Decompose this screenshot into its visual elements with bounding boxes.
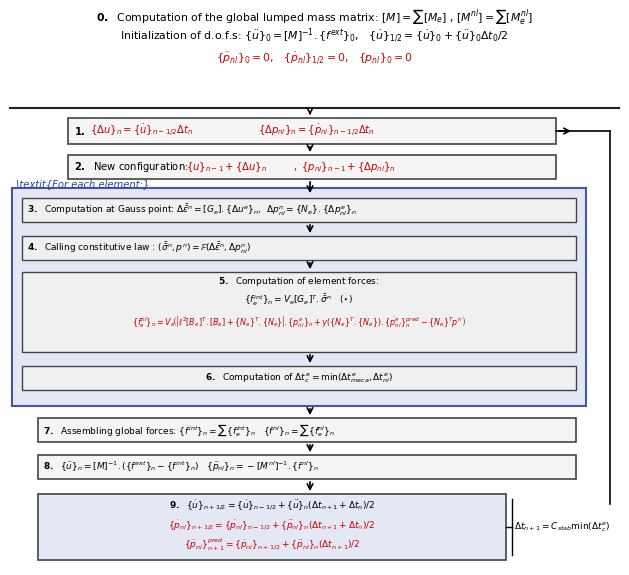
Text: $\mathbf{4.}$  Calling constitutive law : $(\bar{\bar{\sigma}}^n,p^n)=\mathbb{F}: $\mathbf{4.}$ Calling constitutive law :… [27,240,251,256]
Text: $\mathbf{5.}$  Computation of element forces:: $\mathbf{5.}$ Computation of element for… [218,274,379,288]
Text: \textit{For each element:}: \textit{For each element:} [16,179,149,189]
Bar [68,155,556,179]
Bar [38,455,576,479]
Text: $,\ \{p_{nl}\}_{n-1}+\{\Delta p_{nl}\}_n$: $,\ \{p_{nl}\}_{n-1}+\{\Delta p_{nl}\}_n… [293,160,396,174]
Text: $\{f^{nl}_e\}_n=V_e\!\left(\!\left[\ell^2[B_e]^T.[B_e]+\{N_e\}^T.\{N_e\}\right]\: $\{f^{nl}_e\}_n=V_e\!\left(\!\left[\ell^… [132,315,466,329]
Text: $\{\dot{p}_{nl}\}_{n+1/2}=\{\dot{p}_{nl}\}_{n-1/2}+\{\ddot{p}_{nl}\}_n(\Delta t_: $\{\dot{p}_{nl}\}_{n+1/2}=\{\dot{p}_{nl}… [169,518,376,532]
Text: $\mathbf{7.}$  Assembling global forces: $\{f^{int}\}_n=\sum\{f^{int}_e\}_n$   $: $\mathbf{7.}$ Assembling global forces: … [43,422,335,438]
Bar [22,366,576,390]
Bar [22,198,576,222]
Text: $\mathbf{6.}$  Computation of $\Delta t^e_c=\min(\Delta t^e_{meca},\Delta t^e_{n: $\mathbf{6.}$ Computation of $\Delta t^e… [205,371,393,385]
Text: $\{\Delta u\}_n=\{\dot{u}\}_{n-1/2}\Delta t_n$: $\{\Delta u\}_n=\{\dot{u}\}_{n-1/2}\Delt… [90,123,193,139]
Text: $\{\ddot{p}_{nl}\}_0=0$,   $\{\dot{p}_{nl}\}_{1/2}=0$,   $\{p_{nl}\}_0=0$: $\{\ddot{p}_{nl}\}_0=0$, $\{\dot{p}_{nl}… [216,51,413,66]
Text: $\{f^{int}_e\}_n=V_e[G_e]^T.\bar{\bar{\sigma}}^n \quad (\star)$: $\{f^{int}_e\}_n=V_e[G_e]^T.\bar{\bar{\s… [245,292,353,308]
Text: $\mathbf{9.}$  $\{\dot{u}\}_{n+1/2}=\{\dot{u}\}_{n-1/2}+\{\ddot{u}\}_n(\Delta t_: $\mathbf{9.}$ $\{\dot{u}\}_{n+1/2}=\{\do… [169,498,375,512]
Bar [22,236,576,260]
Text: $\mathbf{3.}$  Computation at Gauss point: $\Delta\bar{\bar{\varepsilon}}^n=[G_e: $\mathbf{3.}$ Computation at Gauss point… [27,202,357,217]
Bar [38,418,576,442]
Bar [38,494,506,560]
Text: $\Delta t_{n+1}=C_{stab}\min(\Delta t^e_c)$: $\Delta t_{n+1}=C_{stab}\min(\Delta t^e_… [514,520,611,534]
Text: $\mathbf{8.}$  $\{\ddot{u}\}_n=[M]^{-1}.(\{f^{ext}\}_n-\{f^{int}\}_n)$   $\{\ddo: $\mathbf{8.}$ $\{\ddot{u}\}_n=[M]^{-1}.(… [43,460,319,474]
Text: Initialization of d.o.f.s: $\{\ddot{u}\}_0=[M]^{-1}.\{f^{ext}\}_0$,   $\{\dot{u}: Initialization of d.o.f.s: $\{\ddot{u}\}… [120,26,509,45]
Text: $\mathbf{2.}$  New configuration:: $\mathbf{2.}$ New configuration: [74,160,190,174]
Text: $\{\Delta p_{nl}\}_n=\{\dot{p}_{nl}\}_{n-1/2}\Delta t_n$: $\{\Delta p_{nl}\}_n=\{\dot{p}_{nl}\}_{n… [258,123,375,139]
Bar [68,118,556,144]
Text: $\mathbf{0.}$  Computation of the global lumped mass matrix: $[M]=\sum[M_e]$ , $: $\mathbf{0.}$ Computation of the global … [96,6,533,25]
Text: $\{u\}_{n-1}+\{\Delta u\}_n$: $\{u\}_{n-1}+\{\Delta u\}_n$ [186,160,267,174]
Text: $\{\dot{p}_{nl}\}^{pred}_{n+1}=\{\dot{p}_{nl}\}_{n+1/2}+\{\ddot{p}_{nl}\}_n(\Del: $\{\dot{p}_{nl}\}^{pred}_{n+1}=\{\dot{p}… [184,537,360,553]
Bar [22,272,576,352]
Text: $\mathbf{1.}$: $\mathbf{1.}$ [74,125,86,137]
Bar [12,188,586,406]
